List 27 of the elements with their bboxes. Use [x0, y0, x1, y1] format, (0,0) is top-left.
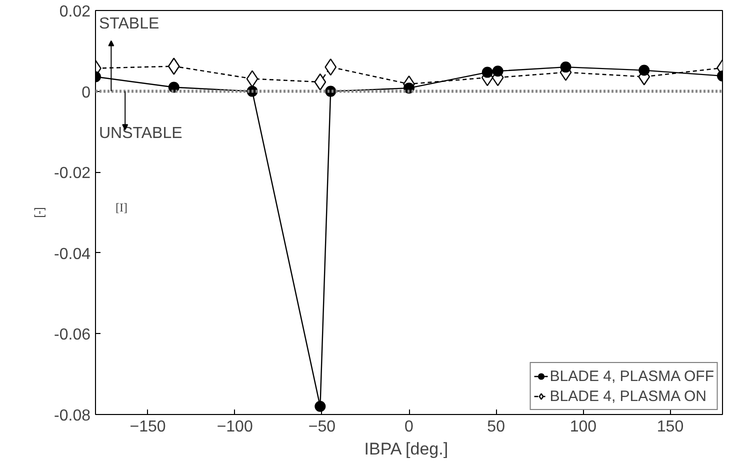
- y-tick-label: -0.02: [54, 165, 91, 182]
- x-tick-label: 50: [487, 418, 506, 436]
- point: [492, 66, 504, 77]
- y-tick-label: -0.06: [54, 326, 91, 344]
- point: [638, 64, 650, 76]
- y-tick-label: -0.08: [54, 408, 91, 424]
- annotation: [I]: [116, 200, 128, 214]
- y-tick-label: 0: [82, 84, 91, 102]
- y-axis-title: [-]: [32, 207, 46, 218]
- legend-label: BLADE 4, PLASMA ON: [550, 388, 706, 404]
- x-axis-title: IBPA [deg.]: [364, 440, 448, 458]
- x-tick-label: −50: [308, 418, 336, 436]
- x-tick-label: 150: [656, 418, 684, 436]
- point: [246, 70, 258, 88]
- x-tick-label: −100: [216, 418, 253, 436]
- point: [168, 58, 180, 75]
- point: [560, 62, 572, 73]
- legend-label: BLADE 4, PLASMA OFF: [550, 368, 714, 384]
- point: [314, 400, 326, 412]
- annotation: STABLE: [98, 16, 160, 33]
- point: [482, 66, 493, 78]
- x-tick-label: 100: [570, 418, 597, 436]
- x-tick-label: 0: [404, 418, 414, 436]
- x-tick-label: −150: [130, 418, 166, 436]
- y-tick-label: 0.02: [59, 4, 91, 20]
- y-tick-label: -0.04: [54, 246, 91, 263]
- annotation: UNSTABLE: [98, 124, 182, 142]
